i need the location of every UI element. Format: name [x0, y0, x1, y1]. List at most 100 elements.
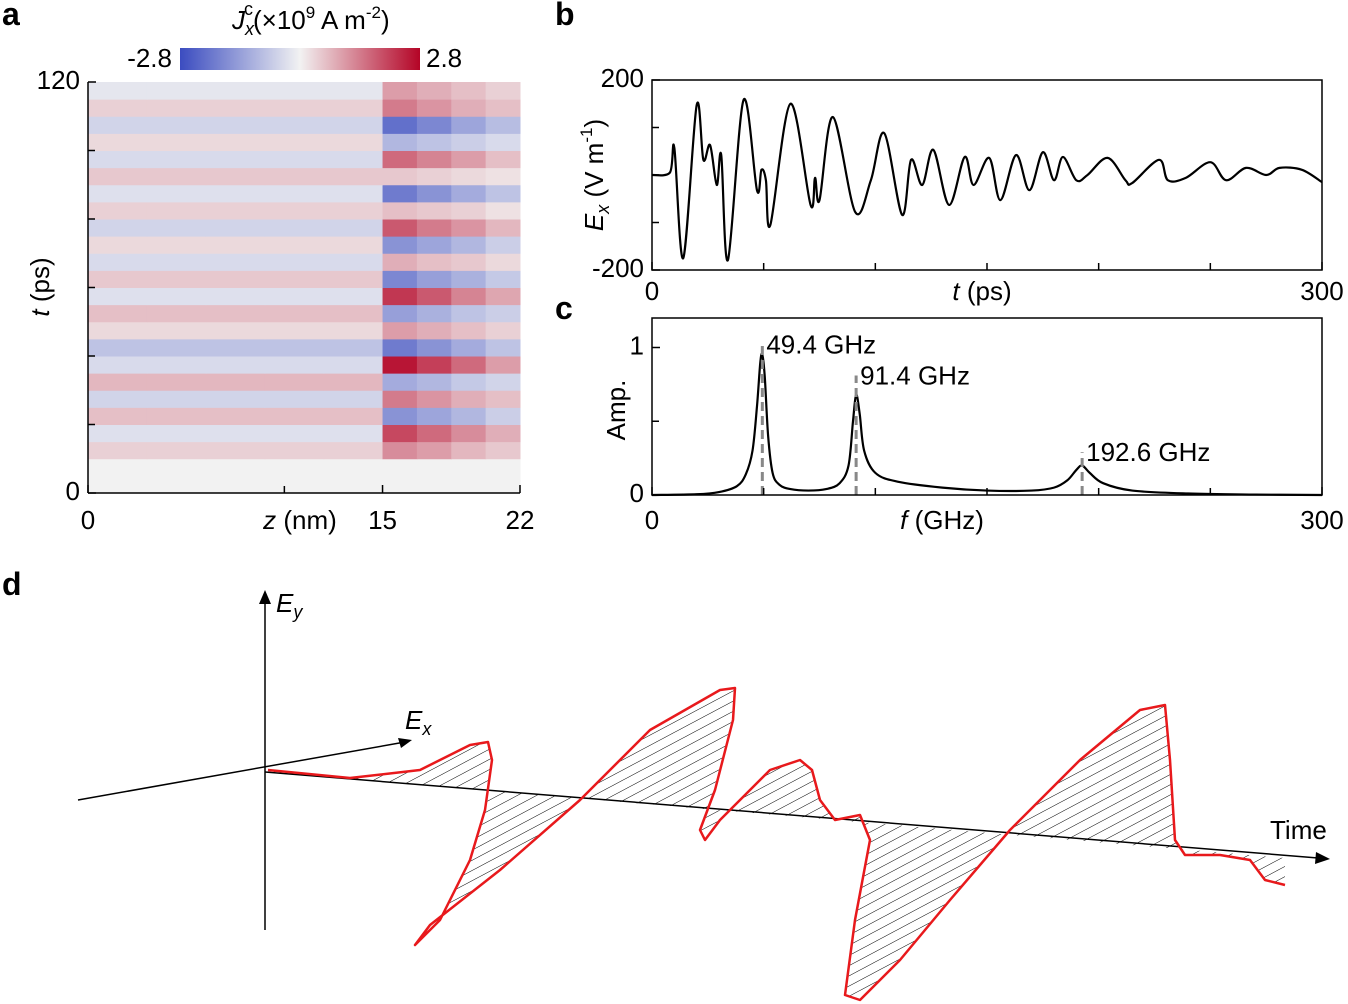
- heatmap-cell: [382, 133, 418, 151]
- heatmap-cell: [382, 167, 418, 186]
- heatmap-cell: [205, 424, 266, 443]
- heatmap-cell: [146, 116, 207, 134]
- heatmap-cell: [146, 99, 207, 117]
- waveform-diagram: Ey Ex Time: [77, 588, 1330, 1002]
- heatmap-cell: [323, 167, 384, 186]
- heatmap-cell: [88, 458, 148, 477]
- heatmap-cell: [485, 407, 521, 425]
- heatmap-cell: [88, 338, 148, 357]
- x-axis-label: t (ps): [952, 276, 1011, 306]
- heatmap-cell: [205, 99, 266, 117]
- heatmap-cell: [323, 390, 384, 408]
- heatmap-cell: [323, 338, 384, 357]
- heatmap-cell: [205, 184, 266, 203]
- heatmap-cell: [88, 253, 148, 271]
- ey-label: Ey: [276, 588, 303, 622]
- heatmap-cell: [146, 253, 207, 271]
- heatmap-cell: [146, 338, 207, 357]
- heatmap-cell: [264, 424, 325, 443]
- heatmap-cell: [264, 82, 325, 100]
- heatmap-cell: [205, 270, 266, 288]
- heatmap-cell: [451, 304, 487, 323]
- heatmap-cell: [264, 167, 325, 186]
- y-axis-label: Ex (V m-1): [577, 119, 612, 231]
- heatmap-cell: [451, 424, 487, 443]
- heatmap-cell: [451, 373, 487, 391]
- heatmap-cell: [323, 356, 384, 374]
- heatmap-cell: [485, 219, 521, 237]
- heatmap-cell: [451, 390, 487, 408]
- heatmap-cell: [485, 321, 521, 340]
- heatmap-cell: [264, 458, 325, 477]
- heatmap-cell: [264, 475, 325, 494]
- line: [651, 98, 1323, 262]
- x-axis-label: z (nm): [262, 505, 337, 535]
- arrowhead: [259, 590, 271, 604]
- heatmap-cell: [382, 321, 418, 340]
- heatmap-cell: [485, 270, 521, 288]
- heatmap-cell: [485, 184, 521, 203]
- heatmap-cell: [146, 321, 207, 340]
- ex-axis: [77, 741, 406, 801]
- heatmap-cell: [485, 373, 521, 391]
- heatmap-cell: [88, 475, 148, 494]
- heatmap-cell: [264, 373, 325, 391]
- y-axis-label: t (ps): [25, 257, 55, 316]
- heatmap-cell: [264, 304, 325, 323]
- heatmap-cell: [485, 133, 521, 151]
- heatmap-cell: [205, 287, 266, 306]
- heatmap-cell: [485, 390, 521, 408]
- heatmap-cell: [382, 99, 418, 117]
- heatmap-cell: [451, 407, 487, 425]
- heatmap-cell: [264, 270, 325, 288]
- heatmap-cell: [416, 236, 452, 254]
- heatmap-cell: [264, 184, 325, 203]
- heatmap-cell: [382, 356, 418, 374]
- heatmap-cell: [88, 270, 148, 288]
- heatmap-cell: [323, 270, 384, 288]
- heatmap-cell: [416, 356, 452, 374]
- heatmap-cell: [205, 167, 266, 186]
- heatmap-cell: [382, 82, 418, 100]
- heatmap-cell: [146, 407, 207, 425]
- heatmap-cell: [88, 321, 148, 340]
- heatmap-cell: [205, 338, 266, 357]
- heatmap-cell: [146, 441, 207, 460]
- heatmap-cell: [205, 253, 266, 271]
- heatmap-cell: [451, 475, 487, 494]
- heatmap-cell: [416, 338, 452, 357]
- heatmap-cell: [323, 373, 384, 391]
- heatmap-cell: [485, 475, 521, 494]
- heatmap-cell: [264, 321, 325, 340]
- heatmap-cell: [88, 441, 148, 460]
- x-tick-label: 0: [645, 505, 659, 535]
- heatmap-cell: [146, 424, 207, 443]
- heatmap-cell: [485, 287, 521, 306]
- heatmap-cell: [416, 184, 452, 203]
- heatmap-cell: [146, 201, 207, 220]
- heatmap-cell: [451, 458, 487, 477]
- heatmap-cell: [264, 133, 325, 151]
- heatmap-cell: [146, 475, 207, 494]
- heatmap-cell: [205, 475, 266, 494]
- heatmap-cell: [382, 373, 418, 391]
- time-axis: [264, 771, 1319, 859]
- heatmap-cell: [264, 441, 325, 460]
- heatmap-cell: [382, 270, 418, 288]
- heatmap-cell: [88, 150, 148, 169]
- heatmap-cell: [205, 458, 266, 477]
- heatmap-cell: [264, 253, 325, 271]
- heatmap-cell: [451, 270, 487, 288]
- ex-label: Ex: [405, 705, 432, 739]
- heatmap-cell: [205, 441, 266, 460]
- heatmap-cell: [416, 253, 452, 271]
- annotation-label: 91.4 GHz: [860, 360, 970, 390]
- heatmap-cell: [451, 253, 487, 271]
- heatmap-cell: [485, 424, 521, 443]
- heatmap-cell: [451, 116, 487, 134]
- heatmap-cell: [323, 133, 384, 151]
- heatmap-cell: [264, 338, 325, 357]
- heatmap-cell: [323, 201, 384, 220]
- heatmap-cell: [451, 99, 487, 117]
